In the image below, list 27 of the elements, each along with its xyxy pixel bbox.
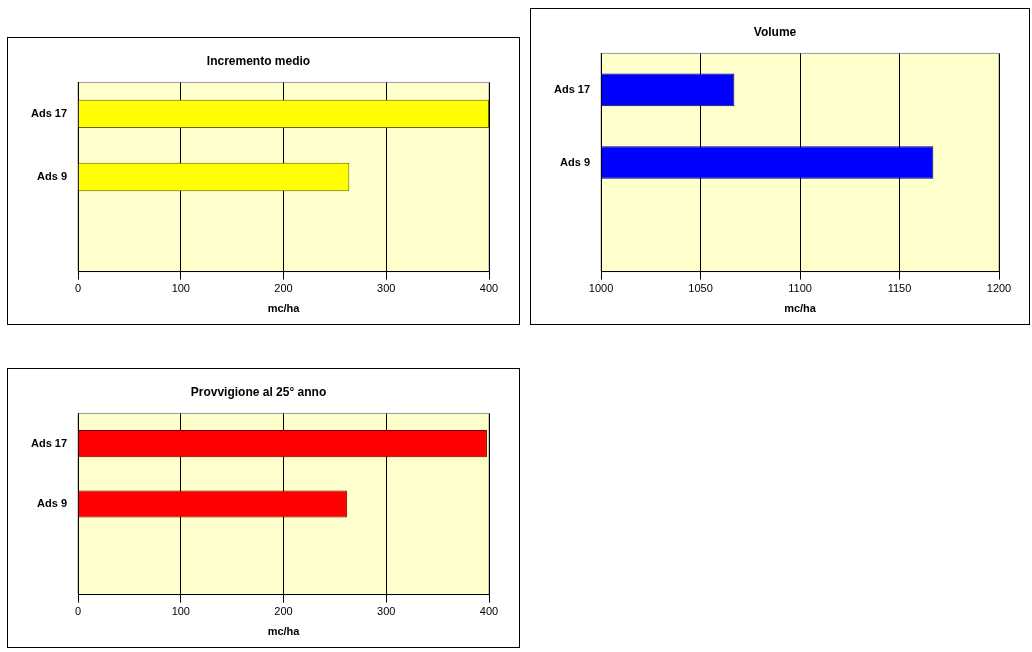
x-tick-label: 1050 bbox=[688, 282, 713, 295]
x-tick-label: 1000 bbox=[588, 282, 614, 295]
chart-title: Provvigione al 25° anno bbox=[190, 384, 327, 399]
x-tick-label: 400 bbox=[479, 605, 499, 618]
x-tick-label: 300 bbox=[377, 605, 396, 618]
y-tick-label: Ads 9 bbox=[560, 155, 591, 168]
x-tick-label: 200 bbox=[274, 282, 293, 295]
x-tick-label: 1150 bbox=[887, 282, 912, 295]
x-axis-title: mc/ha bbox=[267, 625, 301, 638]
x-tick-label: 0 bbox=[75, 605, 82, 618]
y-tick-label: Ads 9 bbox=[37, 170, 68, 183]
x-tick-label: 200 bbox=[274, 605, 293, 618]
x-tick-label: 100 bbox=[171, 605, 190, 618]
x-axis-title: mc/ha bbox=[784, 302, 817, 315]
chart-title: Volume bbox=[753, 24, 797, 39]
x-tick-label: 1200 bbox=[986, 282, 1012, 295]
x-tick-label: 1100 bbox=[788, 282, 812, 295]
y-tick-label: Ads 17 bbox=[30, 106, 68, 119]
chart-title: Incremento medio bbox=[206, 53, 311, 68]
x-tick-label: 0 bbox=[75, 282, 82, 295]
x-axis-title: mc/ha bbox=[267, 302, 301, 315]
y-tick-label: Ads 17 bbox=[553, 82, 591, 95]
y-tick-label: Ads 9 bbox=[37, 497, 68, 510]
x-tick-label: 100 bbox=[171, 282, 190, 295]
x-tick-label: 300 bbox=[377, 282, 396, 295]
y-tick-label: Ads 17 bbox=[30, 436, 68, 449]
x-tick-label: 400 bbox=[479, 282, 499, 295]
